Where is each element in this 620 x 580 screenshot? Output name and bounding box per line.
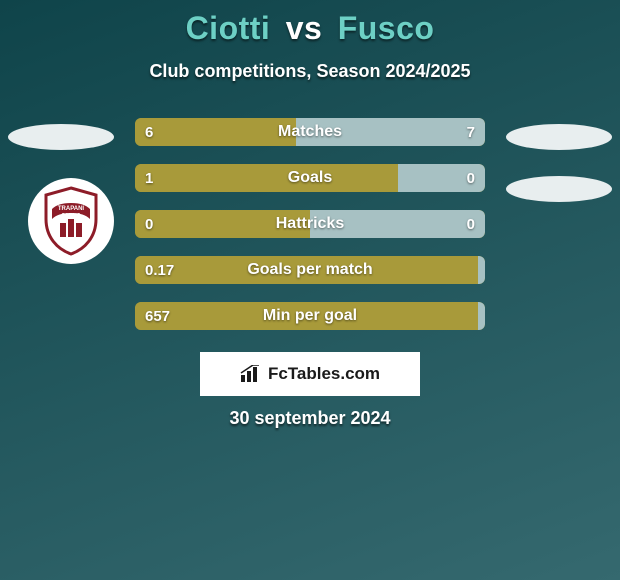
stat-label: Hattricks	[135, 210, 485, 238]
stat-row: 00Hattricks	[135, 210, 485, 238]
stat-label: Min per goal	[135, 302, 485, 330]
player1-club-logo: TRAPANI CALCIO	[28, 178, 114, 264]
source-badge-text: FcTables.com	[268, 364, 380, 384]
vs-label: vs	[286, 10, 323, 46]
stats-bars: 67Matches 10Goals 00Hattricks 0.17Goals per…	[135, 118, 485, 330]
player1-photo-placeholder	[8, 124, 114, 150]
stat-label: Goals	[135, 164, 485, 192]
stat-row: 67Matches	[135, 118, 485, 146]
stat-row: 657Min per goal	[135, 302, 485, 330]
comparison-title: Ciotti vs Fusco	[0, 0, 620, 47]
player2-name: Fusco	[338, 10, 435, 46]
stat-label: Goals per match	[135, 256, 485, 284]
subtitle: Club competitions, Season 2024/2025	[0, 61, 620, 82]
stat-label: Matches	[135, 118, 485, 146]
shield-icon: TRAPANI CALCIO	[40, 185, 102, 257]
player2-club-placeholder	[506, 176, 612, 202]
player1-name: Ciotti	[186, 10, 271, 46]
source-badge: FcTables.com	[200, 352, 420, 396]
player2-photo-placeholder	[506, 124, 612, 150]
stat-row: 10Goals	[135, 164, 485, 192]
bar-chart-icon	[240, 365, 262, 383]
snapshot-date: 30 september 2024	[0, 408, 620, 429]
svg-text:CALCIO: CALCIO	[61, 213, 80, 219]
stat-row: 0.17Goals per match	[135, 256, 485, 284]
svg-text:TRAPANI: TRAPANI	[58, 206, 85, 212]
